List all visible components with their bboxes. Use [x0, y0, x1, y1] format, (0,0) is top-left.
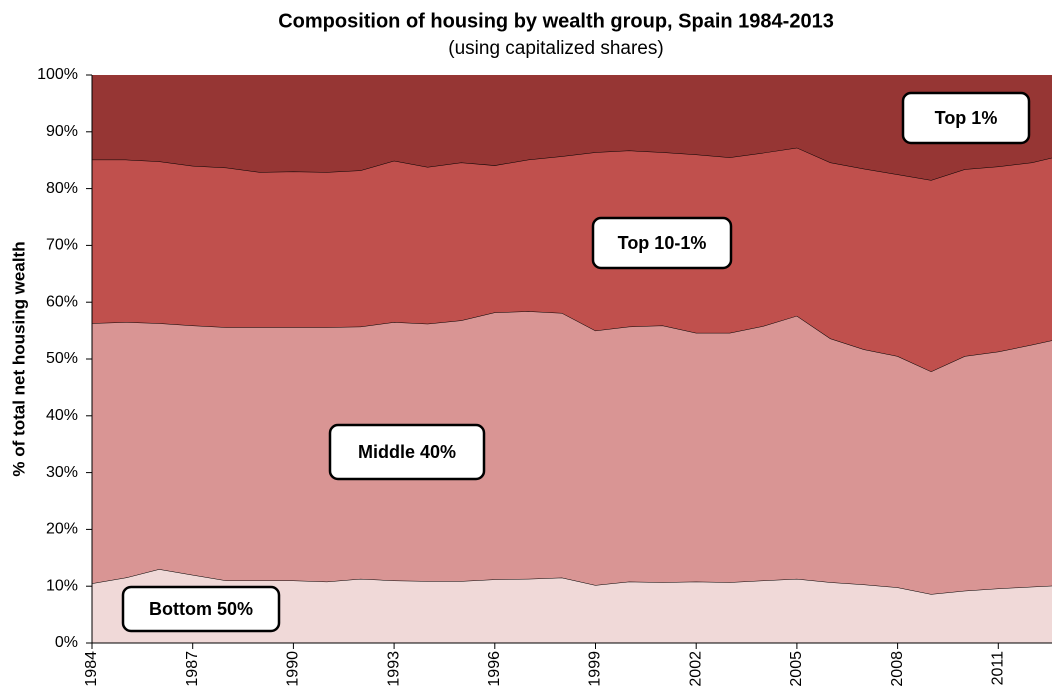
- y-tick-label: 10%: [46, 577, 78, 594]
- y-tick-label: 80%: [46, 180, 78, 197]
- y-tick-label: 20%: [46, 521, 78, 538]
- x-tick-label: 1996: [486, 651, 503, 687]
- x-tick-label: 1990: [285, 651, 302, 687]
- series-label-box: [591, 216, 733, 270]
- x-tick-label: 2005: [788, 651, 805, 687]
- x-tick-label: 1987: [184, 651, 201, 687]
- x-tick-label: 2008: [889, 651, 906, 687]
- area: [92, 311, 1052, 595]
- x-tick-label: 1993: [385, 651, 402, 687]
- y-tick-label: 60%: [46, 293, 78, 310]
- y-tick-label: 50%: [46, 350, 78, 367]
- x-tick-label: 1984: [83, 651, 100, 687]
- series-label-box: [121, 585, 281, 633]
- y-tick-label: 100%: [37, 66, 78, 83]
- area: [92, 75, 1052, 181]
- x-tick-label: 1999: [587, 651, 604, 687]
- y-tick-label: 40%: [46, 407, 78, 424]
- y-axis-label: % of total net housing wealth: [9, 241, 28, 476]
- chart-title: Composition of housing by wealth group, …: [278, 10, 834, 32]
- area: [92, 569, 1052, 643]
- series-label: Top 10-1%: [618, 233, 707, 253]
- series-label-box: [328, 423, 486, 481]
- x-tick-label: 2011: [990, 651, 1007, 686]
- overlay: 0% 10% 20% 30% 40% 50% 60% 70% 80% 90% 100% 1984 198…: [37, 66, 1052, 687]
- series-label: Top 1%: [935, 108, 998, 128]
- y-tick-label: 70%: [46, 237, 78, 254]
- plot-area: [92, 75, 1052, 643]
- area-edge: [92, 147, 1052, 181]
- area: [92, 147, 1052, 372]
- series-label-box: [901, 91, 1031, 145]
- chart-subtitle: (using capitalized shares): [448, 38, 663, 59]
- y-tick-label: 90%: [46, 123, 78, 140]
- x-tick-label: 2002: [687, 651, 704, 687]
- y-tick-label: 30%: [46, 464, 78, 481]
- series-label: Bottom 50%: [149, 599, 253, 619]
- y-tick-label: 0%: [55, 634, 78, 651]
- series-label: Middle 40%: [358, 442, 456, 462]
